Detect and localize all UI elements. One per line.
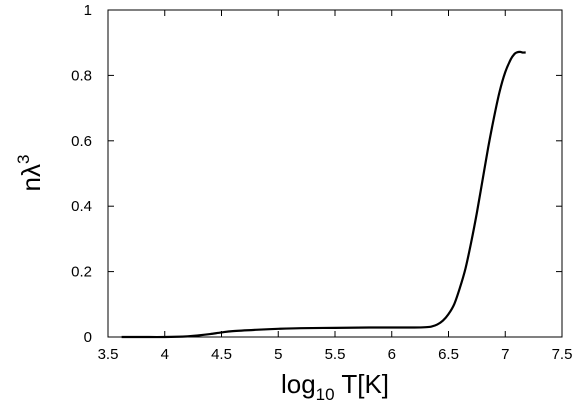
x-tick-label: 4 — [161, 346, 169, 363]
x-tick-label: 7.5 — [552, 346, 573, 363]
x-tick-label: 5 — [274, 346, 282, 363]
x-tick-label: 6 — [388, 346, 396, 363]
y-tick-label: 1 — [84, 2, 92, 19]
x-tick-label: 5.5 — [325, 346, 346, 363]
x-tick-label: 7 — [501, 346, 509, 363]
series-line — [121, 50, 526, 339]
axis-ticks — [107, 9, 563, 338]
tick-labels: 3.5 4 4.5 5 5.5 6 6.5 7 7.5 0 0.2 0.4 0.6 0.8 1 — [71, 2, 572, 363]
x-tick-label: 4.5 — [211, 346, 232, 363]
y-tick-label: 0.2 — [71, 264, 92, 281]
plot-area — [107, 9, 563, 338]
x-tick-label: 3.5 — [98, 346, 119, 363]
y-tick-label: 0 — [84, 329, 92, 346]
y-tick-label: 0.8 — [71, 67, 92, 84]
y-axis-label: nλ3 — [14, 155, 46, 192]
y-tick-label: 0.6 — [71, 133, 92, 150]
y-tick-label: 0.4 — [71, 198, 92, 215]
x-tick-label: 6.5 — [438, 346, 459, 363]
x-axis-label: log10 T[K] — [281, 369, 389, 404]
